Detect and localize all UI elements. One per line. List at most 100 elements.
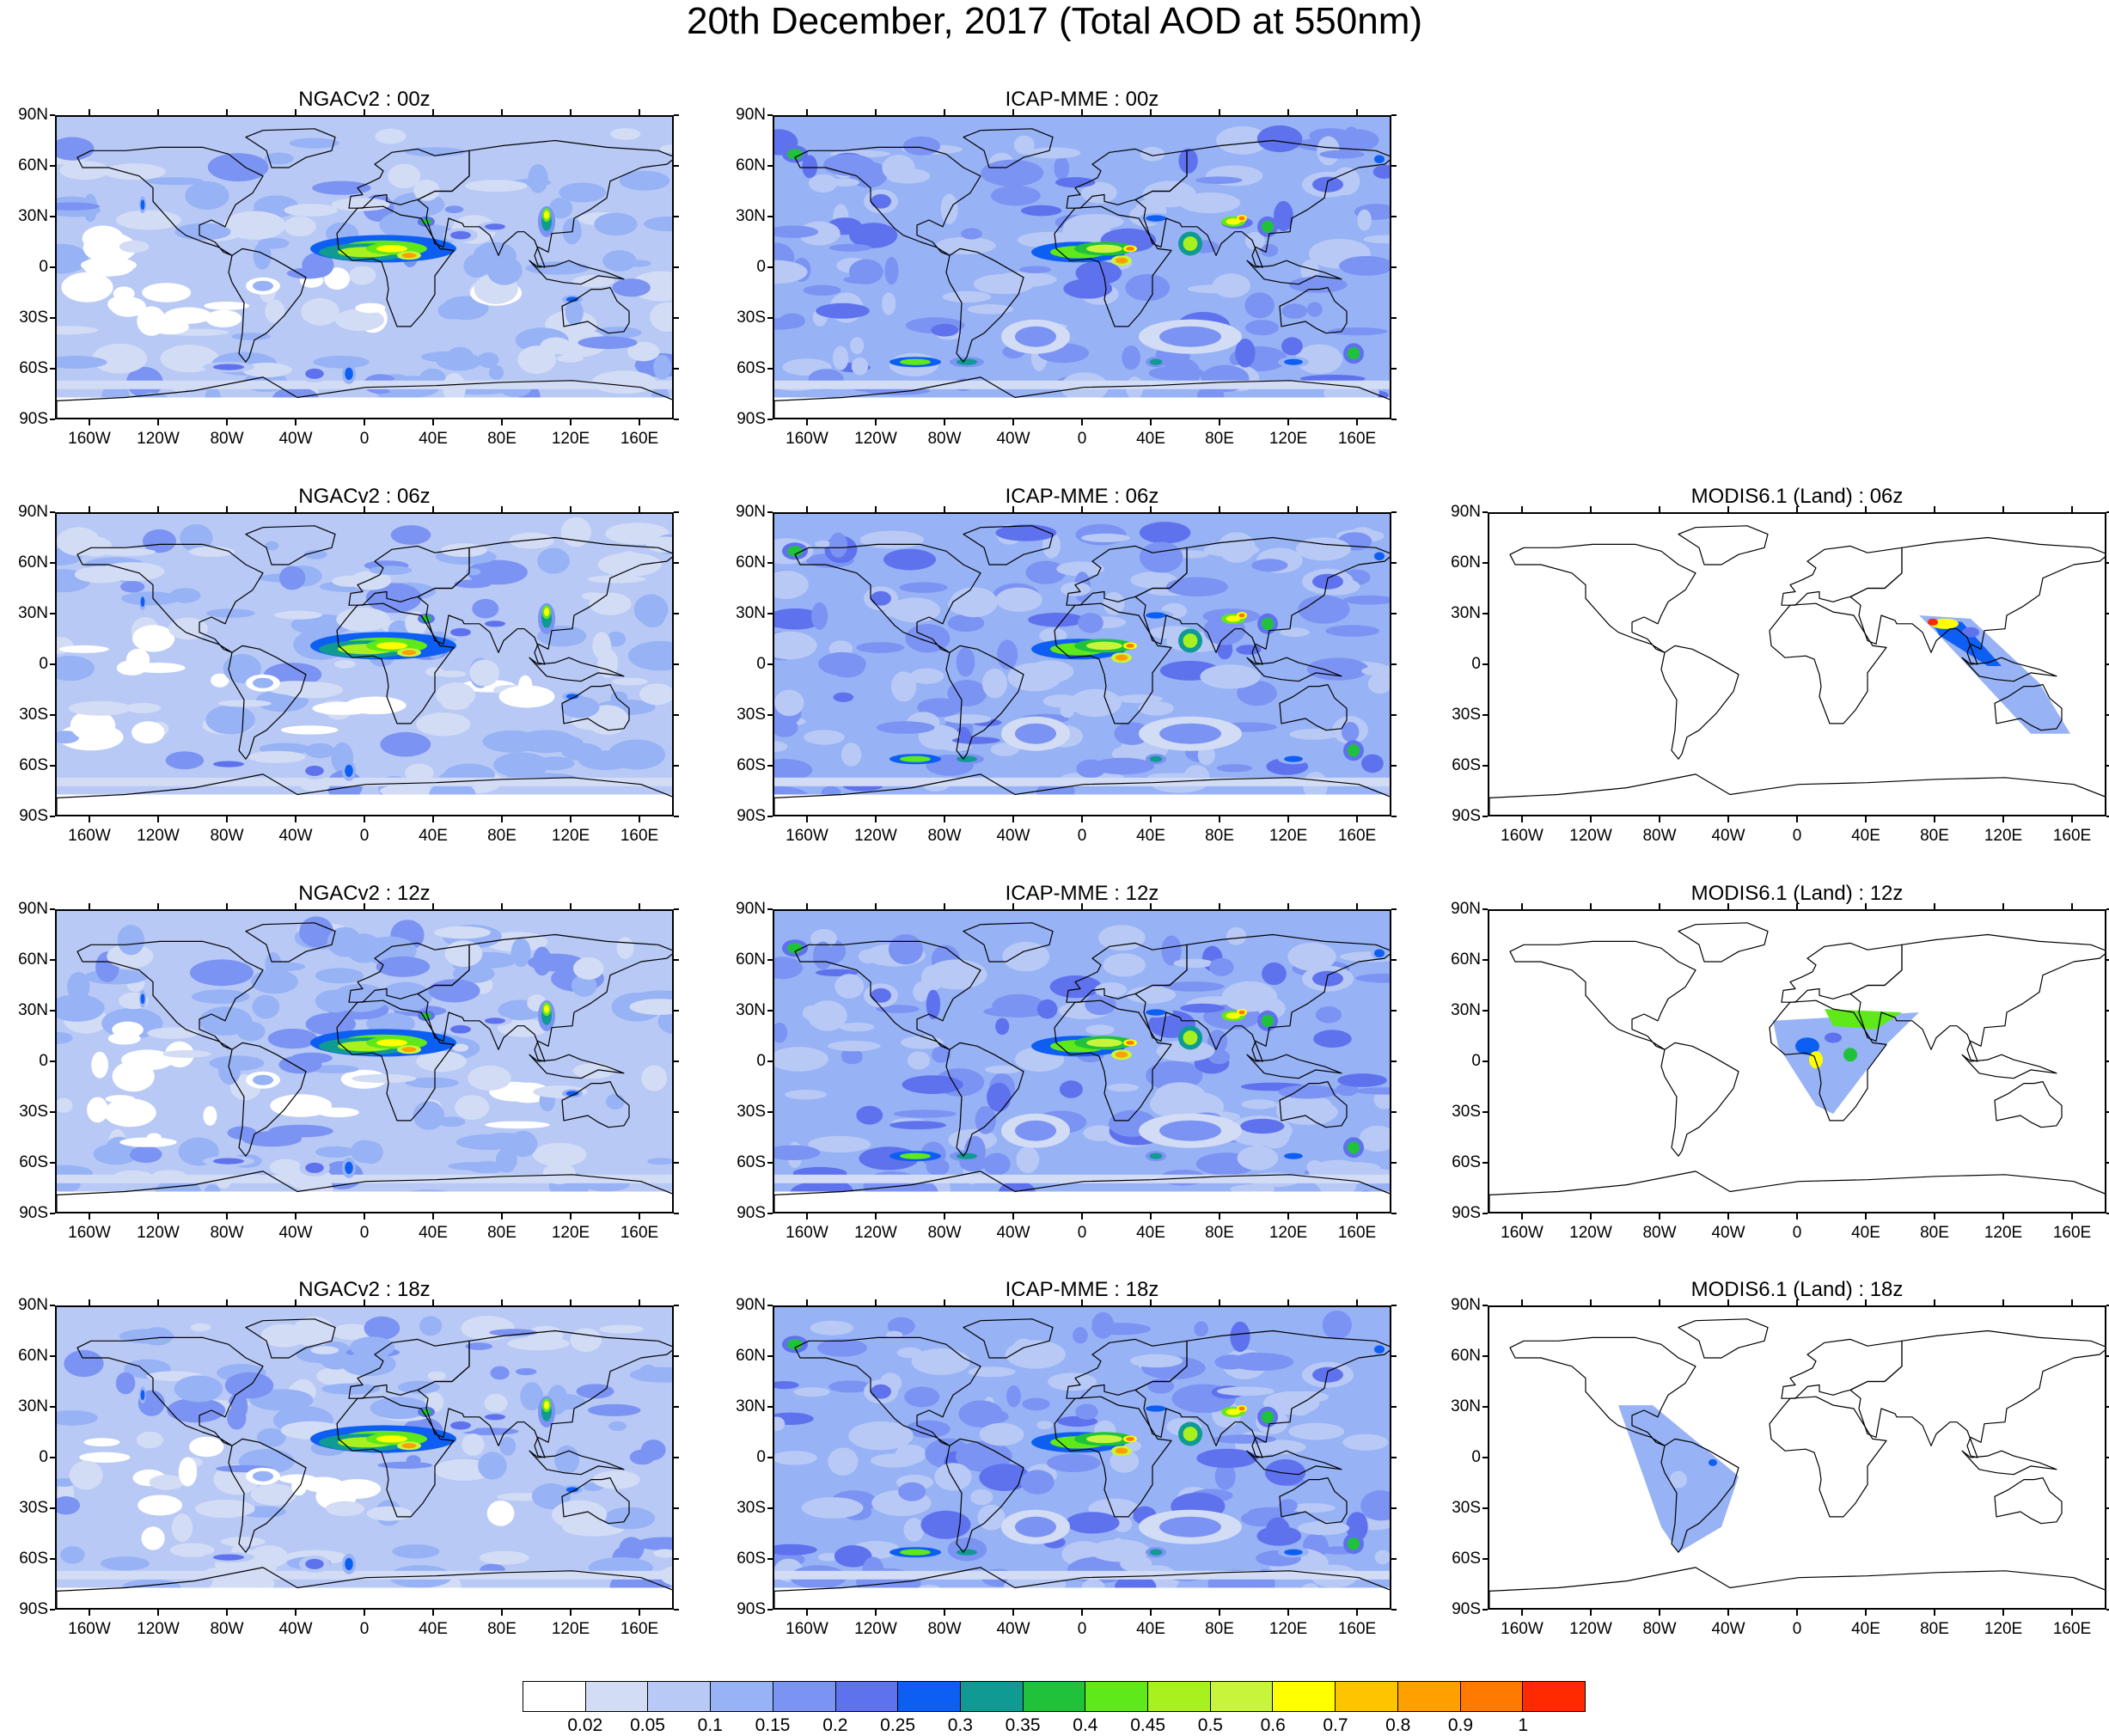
aod-patch <box>1060 703 1075 718</box>
colorbar-swatch <box>1273 1682 1336 1711</box>
aod-patch <box>640 1440 666 1461</box>
lat-tick <box>767 1213 773 1214</box>
lon-label: 40W <box>278 1620 313 1638</box>
lat-tick <box>50 114 55 116</box>
coastline-australia <box>561 1477 630 1525</box>
lon-label: 0 <box>359 827 370 845</box>
aod-hotspot <box>1226 1409 1241 1415</box>
lat-label: 0 <box>39 1052 48 1070</box>
aod-patch <box>251 969 298 994</box>
aod-patch <box>299 916 334 948</box>
aod-hotspot <box>376 1435 407 1443</box>
lat-tick <box>50 562 55 564</box>
aod-patch <box>549 198 573 219</box>
lon-label: 40E <box>419 1224 448 1242</box>
aod-hotspot <box>1312 970 1343 987</box>
lon-tick <box>501 1610 503 1616</box>
lon-tick <box>1796 816 1798 822</box>
aod-patch <box>774 1047 828 1072</box>
coastline-indonesia <box>529 260 625 285</box>
aod-patch <box>174 1375 223 1403</box>
aod-hotspot <box>871 1384 891 1399</box>
coastline-africa <box>1054 205 1172 327</box>
lon-tick <box>432 506 434 512</box>
lat-tick <box>1391 511 1397 513</box>
colorbar-swatch <box>1336 1682 1398 1711</box>
aod-patch <box>573 957 604 980</box>
aod-patch <box>811 602 828 630</box>
lat-tick <box>50 816 55 817</box>
aod-patch <box>125 702 162 713</box>
aod-patch <box>1054 156 1069 180</box>
aod-patch <box>973 273 1035 295</box>
aod-patch <box>1114 722 1151 745</box>
lon-tick <box>1081 109 1083 115</box>
aod-patch <box>444 205 464 214</box>
aod-patch <box>599 1324 644 1334</box>
aod-patch <box>646 536 672 553</box>
lon-tick <box>1081 816 1083 822</box>
lat-tick <box>674 1457 679 1458</box>
aod-patch <box>1073 1327 1088 1344</box>
aod-hotspot <box>1238 1406 1245 1411</box>
aod-patch <box>392 1544 440 1559</box>
lon-tick <box>875 1299 877 1305</box>
aod-patch <box>1139 541 1183 573</box>
lon-tick <box>944 1610 945 1616</box>
lon-tick <box>1012 109 1014 115</box>
aod-hotspot <box>450 1421 471 1430</box>
lon-tick <box>2002 903 2004 909</box>
lon-tick <box>1796 506 1798 512</box>
aod-patch <box>478 1452 507 1480</box>
aod-patch <box>57 730 80 744</box>
colorbar-swatch <box>1210 1682 1274 1711</box>
aod-patch <box>194 1500 255 1519</box>
aod-patch <box>851 357 869 376</box>
aod-patch <box>981 668 1008 699</box>
lat-label: 90N <box>18 900 48 918</box>
lat-label: 90S <box>19 1600 48 1618</box>
aod-patch <box>468 1065 511 1091</box>
lat-tick <box>767 613 773 614</box>
aod-hotspot <box>900 358 931 365</box>
lat-tick <box>767 419 773 420</box>
aod-patch <box>437 302 465 320</box>
aod-patch <box>1075 1403 1098 1420</box>
lat-tick <box>50 1457 55 1458</box>
lon-label: 80W <box>1642 1224 1677 1242</box>
lon-label: 160E <box>2052 1224 2092 1242</box>
aod-patch <box>554 1445 580 1475</box>
lat-tick <box>767 765 773 767</box>
lon-tick <box>639 1299 640 1305</box>
aod-hotspot <box>305 368 324 379</box>
lon-label: 120E <box>1268 827 1308 845</box>
aod-patch <box>902 1075 963 1094</box>
aod-hotspot <box>485 1414 505 1421</box>
aod-hotspot <box>1183 1030 1198 1045</box>
lat-tick <box>674 368 679 370</box>
aod-patch <box>1226 926 1246 945</box>
aod-patch <box>890 671 917 702</box>
aod-patch <box>248 750 306 763</box>
lon-label: 80E <box>487 430 517 448</box>
lat-tick <box>1482 1213 1488 1214</box>
lon-tick <box>432 1610 434 1616</box>
aod-patch <box>493 752 549 778</box>
lat-label: 0 <box>756 1448 766 1466</box>
lon-tick <box>1356 1610 1358 1616</box>
lat-label: 60S <box>737 756 766 774</box>
aod-patch <box>809 174 838 193</box>
lon-tick <box>501 419 503 425</box>
aod-patch <box>220 1537 266 1547</box>
lat-label: 90N <box>18 503 48 521</box>
aod-patch <box>1322 1311 1352 1340</box>
panel-title: NGACv2 : 18z <box>298 1278 431 1301</box>
lat-tick <box>1482 714 1488 716</box>
lon-tick <box>1659 506 1660 512</box>
coastline-samerica <box>945 645 1024 760</box>
aod-hotspot <box>253 1074 273 1085</box>
coastline-europe <box>1781 545 1903 606</box>
aod-patch <box>882 292 896 315</box>
lon-tick <box>875 109 877 115</box>
lat-label: 90N <box>1451 900 1481 918</box>
